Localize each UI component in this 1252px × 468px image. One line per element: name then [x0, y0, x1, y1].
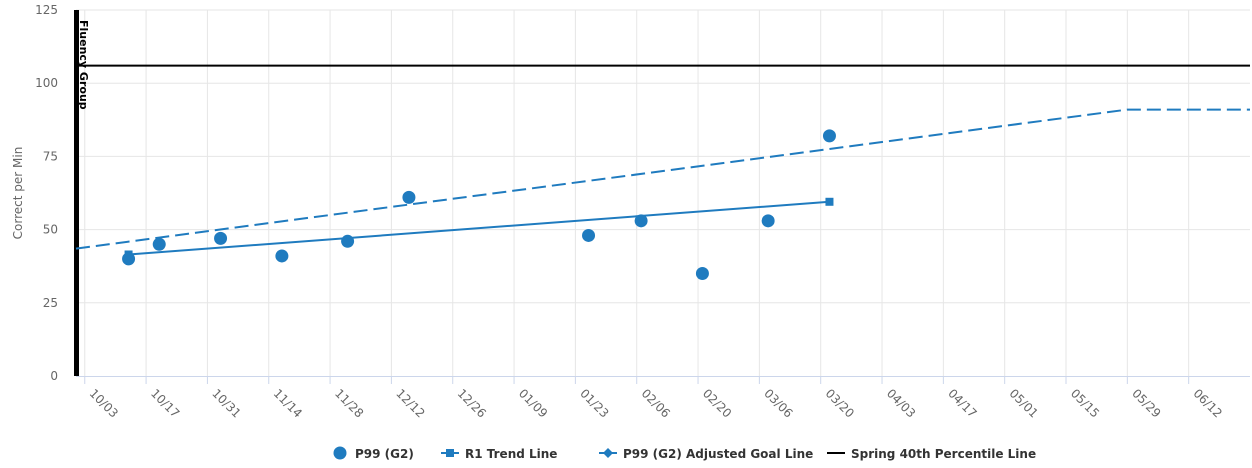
legend-item: Spring 40th Percentile Line — [827, 447, 1036, 461]
legend-label: P99 (G2) Adjusted Goal Line — [623, 447, 813, 461]
legend-item: P99 (G2) Adjusted Goal Line — [599, 447, 813, 461]
x-tick-label: 06/12 — [1191, 386, 1225, 420]
data-point — [402, 190, 416, 204]
x-tick-label: 12/26 — [455, 386, 489, 420]
legend: P99 (G2) R1 Trend Line P99 (G2) Adjusted G… — [333, 446, 1036, 461]
y-tick-label: 50 — [43, 223, 58, 237]
legend-square-icon — [446, 449, 454, 457]
y-tick-label: 125 — [35, 3, 58, 17]
y-tick-label: 0 — [50, 369, 58, 383]
legend-circle-icon — [333, 446, 347, 460]
y-tick-label: 75 — [43, 149, 58, 163]
x-tick-label: 05/15 — [1068, 386, 1102, 420]
x-tick-label: 10/03 — [87, 386, 121, 420]
series-line-p99-g2-adjusted-goal-line — [75, 108, 1250, 250]
data-point — [761, 214, 775, 228]
legend-label: P99 (G2) — [355, 447, 414, 461]
x-tick-label: 02/20 — [700, 386, 734, 420]
x-tick-label: 05/29 — [1129, 386, 1163, 420]
x-tick-label: 02/06 — [639, 386, 673, 420]
x-tick-label: 05/01 — [1007, 386, 1041, 420]
data-point — [152, 237, 166, 251]
x-tick-label: 03/20 — [823, 386, 857, 420]
data-point — [275, 249, 289, 263]
trend-line-end-marker — [825, 197, 834, 206]
x-tick-label: 01/23 — [577, 386, 611, 420]
series-line-r1-trend-line — [128, 200, 830, 256]
data-point — [822, 129, 836, 143]
x-tick-label: 04/03 — [884, 386, 918, 420]
y-axis-title: Correct per Min — [11, 147, 25, 240]
data-point — [634, 214, 648, 228]
y-tick-label: 25 — [43, 296, 58, 310]
data-point — [341, 234, 355, 248]
y-axis-ticks: 0 25 50 75 100 125 — [35, 3, 58, 383]
legend-label: Spring 40th Percentile Line — [851, 447, 1036, 461]
x-tick-label: 10/17 — [148, 386, 182, 420]
legend-label: R1 Trend Line — [465, 447, 557, 461]
data-point — [214, 231, 228, 245]
x-tick-label: 01/09 — [516, 386, 550, 420]
legend-item: R1 Trend Line — [441, 447, 557, 461]
series-layer — [75, 64, 1250, 281]
legend-diamond-icon — [603, 448, 613, 458]
x-tick-label: 10/31 — [209, 386, 243, 420]
grid-lines — [76, 9, 1250, 376]
x-tick-label: 04/17 — [945, 386, 979, 420]
x-axis-ticks: 10/03 10/17 10/31 11/14 11/28 12/12 12/26 01/09… — [84, 376, 1225, 421]
x-tick-label: 11/28 — [332, 386, 366, 420]
data-point — [695, 267, 709, 281]
y-tick-label: 100 — [35, 76, 58, 90]
data-point — [122, 252, 136, 266]
x-tick-label: 12/12 — [393, 386, 427, 420]
x-tick-label: 03/06 — [761, 386, 795, 420]
data-point — [582, 228, 596, 242]
fluency-group-bar — [74, 10, 79, 376]
x-tick-label: 11/14 — [271, 386, 305, 420]
legend-item: P99 (G2) — [333, 446, 414, 461]
